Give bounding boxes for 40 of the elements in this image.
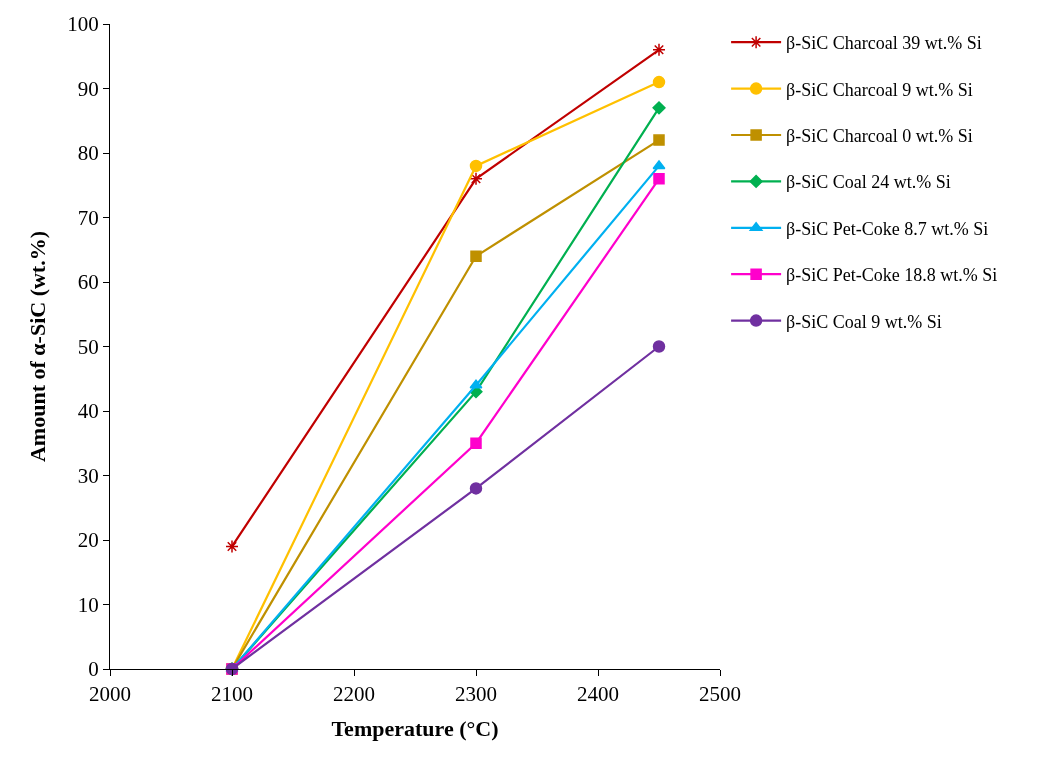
x-tick-label: 2100 <box>211 682 253 707</box>
point <box>470 250 482 262</box>
point <box>653 134 665 146</box>
y-tick-label: 10 <box>77 592 99 617</box>
legend-label: β-SiC Charcoal 39 wt.% Si <box>786 33 982 54</box>
x-tick-label: 2400 <box>577 682 619 707</box>
y-tick-label: 90 <box>77 76 99 101</box>
point <box>469 172 483 186</box>
y-tick-label: 20 <box>77 528 99 553</box>
y-axis-title: Amount of α-SiC (wt.%) <box>25 230 50 463</box>
point <box>652 43 666 57</box>
y-tick-label: 70 <box>77 205 99 230</box>
point <box>652 101 666 115</box>
point <box>652 340 666 353</box>
legend-label: β-SiC Coal 24 wt.% Si <box>786 172 951 193</box>
point <box>469 159 483 173</box>
y-tick-label: 40 <box>77 399 99 424</box>
point <box>653 173 665 185</box>
y-tick-label: 50 <box>77 334 99 359</box>
legend-label: β-SiC Charcoal 0 wt.% Si <box>786 126 973 147</box>
point <box>470 437 482 449</box>
y-tick-label: 30 <box>77 463 99 488</box>
x-tick-label: 2300 <box>455 682 497 707</box>
y-tick-label: 100 <box>67 12 99 37</box>
point <box>469 482 483 495</box>
point <box>652 75 666 89</box>
point <box>652 160 666 170</box>
legend-label: β-SiC Pet-Coke 8.7 wt.% Si <box>786 218 989 239</box>
x-tick-label: 2500 <box>699 682 741 707</box>
x-axis-title: Temperature (°C) <box>331 716 499 742</box>
point <box>225 539 239 554</box>
y-tick-label: 60 <box>77 270 99 295</box>
legend-label: β-SiC Coal 9 wt.% Si <box>786 311 942 332</box>
point <box>469 379 483 389</box>
legend-label: β-SiC Pet-Coke 18.8 wt.% Si <box>786 265 998 286</box>
y-tick-label: 80 <box>77 141 99 166</box>
x-tick-label: 2000 <box>89 682 131 707</box>
x-tick-label: 2200 <box>333 682 375 707</box>
y-tick-label: 0 <box>88 657 99 682</box>
legend-label: β-SiC Charcoal 9 wt.% Si <box>786 79 973 100</box>
